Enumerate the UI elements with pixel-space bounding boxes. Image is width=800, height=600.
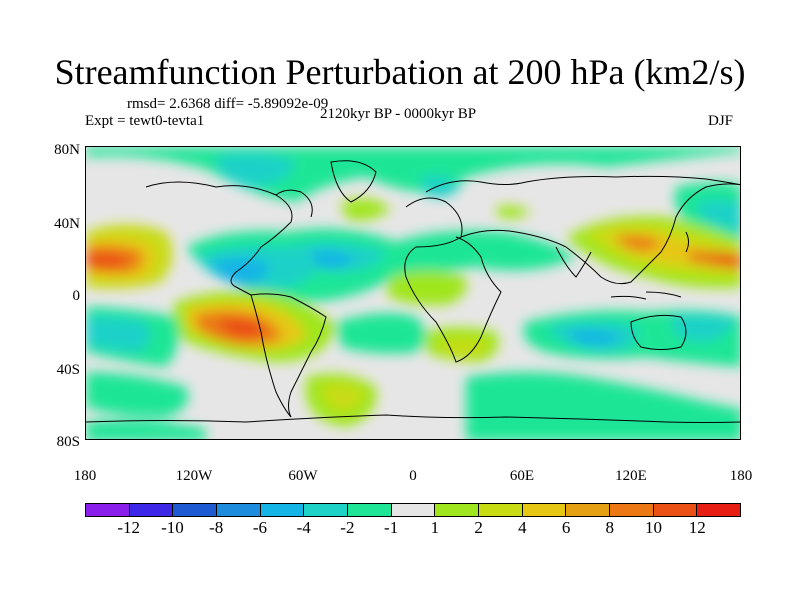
lat-tick-label: 40S xyxy=(56,362,80,378)
coastlines xyxy=(86,160,740,423)
experiment-label: Expt = tewt0-tevta1 xyxy=(85,113,205,129)
streamfunction-map xyxy=(86,147,740,439)
lon-tick-label: 60E xyxy=(509,468,535,484)
lon-tick-label: 180 xyxy=(73,468,97,484)
contour-fields xyxy=(86,147,740,439)
colorbar-label: 6 xyxy=(561,518,571,537)
colorbar-box xyxy=(522,504,567,516)
colorbar-box xyxy=(435,504,480,516)
season-label: DJF xyxy=(708,113,734,129)
colorbar-box xyxy=(610,504,654,516)
lat-tick-label: 0 xyxy=(72,288,81,304)
lon-tick-label: 60W xyxy=(288,468,318,484)
plot-title: Streamfunction Perturbation at 200 hPa (… xyxy=(54,52,746,92)
lon-tick-label: 120E xyxy=(615,468,647,484)
lat-tick-label: 80S xyxy=(56,434,80,450)
colorbar-box xyxy=(86,504,130,516)
rmsd-diff-stats: rmsd= 2.6368 diff= -5.89092e-09 xyxy=(127,96,329,112)
colorbar-box xyxy=(260,504,305,516)
colorbar-box xyxy=(173,504,218,516)
colorbar-label: -4 xyxy=(296,518,311,537)
lon-tick-label: 0 xyxy=(409,468,417,484)
colorbar-label: -2 xyxy=(340,518,355,537)
colorbar-label: -1 xyxy=(384,518,399,537)
lat-tick-label: 80N xyxy=(54,142,80,158)
colorbar-label: 10 xyxy=(645,518,663,537)
colorbar-box xyxy=(566,504,611,516)
map-panel xyxy=(85,146,741,440)
colorbar-box xyxy=(217,504,261,516)
colorbar-label: -8 xyxy=(209,518,224,537)
colorbar-label: 8 xyxy=(605,518,615,537)
lat-tick-label: 40N xyxy=(54,216,80,232)
colorbar-label: -10 xyxy=(161,518,184,537)
lon-tick-label: 120W xyxy=(175,468,213,484)
colorbar-box xyxy=(391,504,436,516)
colorbar-box xyxy=(697,504,741,516)
colorbar-box xyxy=(479,504,523,516)
colorbar-label: 2 xyxy=(474,518,483,537)
period-label: 2120kyr BP - 0000kyr BP xyxy=(320,106,477,122)
colorbar-label: 4 xyxy=(518,518,527,537)
colorbar-label: 12 xyxy=(688,518,706,537)
colorbar-label: 1 xyxy=(430,518,440,537)
colorbar-box xyxy=(129,504,174,516)
colorbar-box xyxy=(304,504,349,516)
colorbar-box xyxy=(348,504,392,516)
colorbar-box xyxy=(653,504,698,516)
colorbar-label: -12 xyxy=(117,518,141,537)
lon-tick-label: 180 xyxy=(729,468,753,484)
colorbar-label: -6 xyxy=(252,518,267,537)
colorbar xyxy=(85,503,741,517)
